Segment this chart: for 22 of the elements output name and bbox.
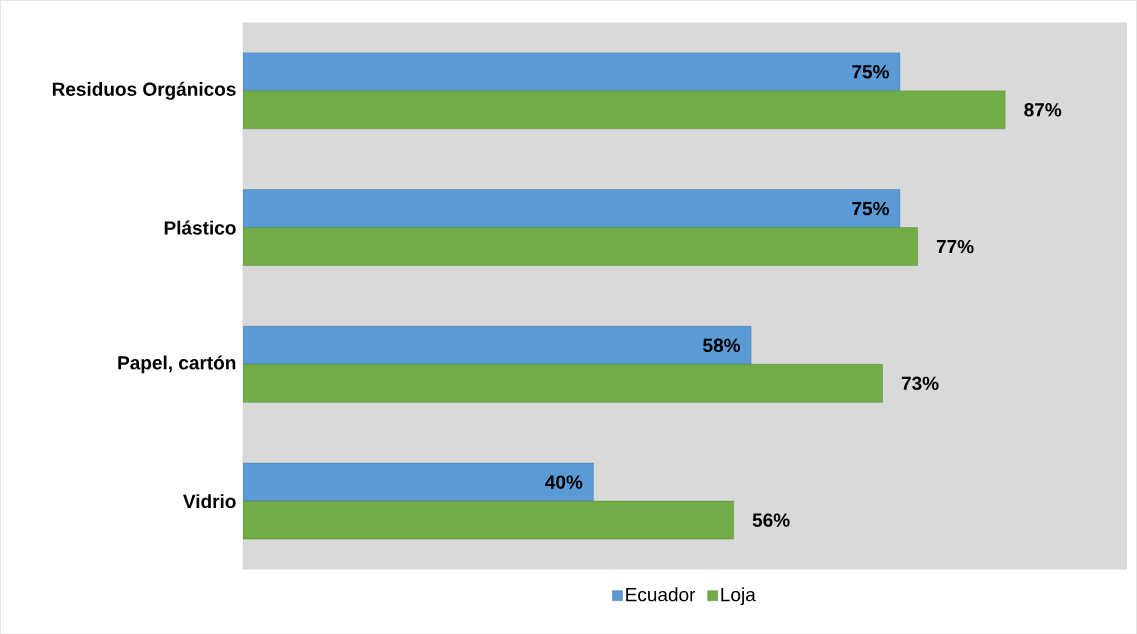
data-label: 73% [901, 376, 939, 390]
y-tick-label: Vidrio [183, 493, 236, 508]
data-label: 56% [752, 513, 790, 527]
bar [242, 462, 594, 502]
data-label: 75% [852, 201, 889, 216]
legend-label: Ecuador [626, 587, 696, 602]
bar [242, 500, 734, 540]
y-tick-label: Papel, cartón [118, 355, 236, 374]
bar [242, 189, 901, 228]
bar [242, 325, 752, 365]
bar [242, 363, 883, 403]
legend-label: Loja [721, 587, 756, 605]
bar [242, 90, 1006, 129]
data-label: 87% [1024, 102, 1062, 117]
bar [242, 52, 901, 91]
data-label: 58% [703, 338, 741, 352]
data-label: 75% [852, 64, 889, 79]
data-label: 77% [936, 239, 974, 254]
y-tick-label: Plástico [164, 220, 236, 235]
bar [242, 227, 918, 266]
y-tick-label: Residuos Orgánicos [52, 81, 236, 100]
data-label: 40% [545, 475, 583, 489]
